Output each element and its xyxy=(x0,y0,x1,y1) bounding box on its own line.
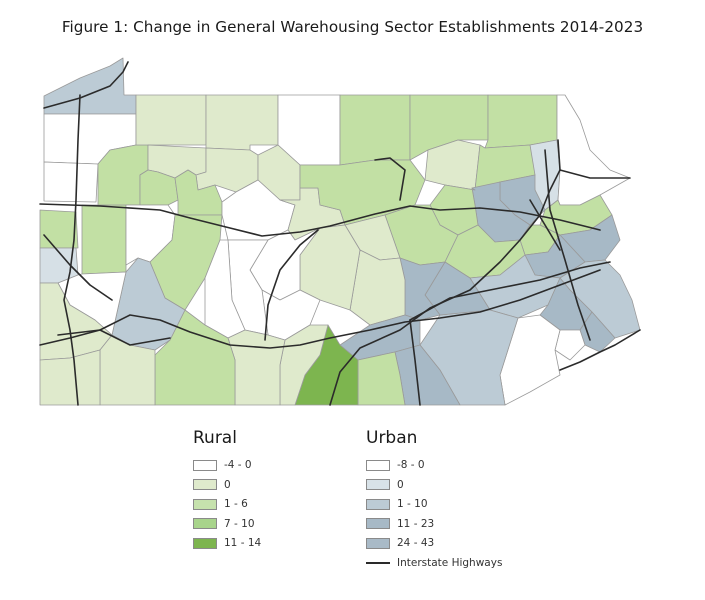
legend-swatch xyxy=(366,479,390,490)
county-delaware xyxy=(554,329,586,361)
legend-label: 0 xyxy=(397,478,404,491)
county-philadelphia xyxy=(579,311,616,353)
county-susquehanna xyxy=(484,94,558,149)
legend-item: 7 - 10 xyxy=(193,515,261,533)
legend-swatch xyxy=(193,498,217,510)
county-perry xyxy=(349,249,406,326)
legend-label: 11 - 23 xyxy=(397,517,435,530)
legend-label: Interstate Highways xyxy=(397,556,503,569)
legend-item: -8 - 0 xyxy=(366,456,502,474)
legend-swatch xyxy=(193,459,217,471)
county-mckean xyxy=(205,94,279,151)
legend-urban-title: Urban xyxy=(366,428,418,448)
legend-rural-title: Rural xyxy=(193,428,237,448)
legend-label: 24 - 43 xyxy=(397,537,435,549)
county-pike xyxy=(556,94,631,206)
legend-swatch xyxy=(366,459,390,471)
legend-urban: Urban -8 - 0 0 1 - 10 11 - 23 24 - 43 In… xyxy=(366,428,502,573)
county-lawrence xyxy=(39,209,79,249)
county-butler xyxy=(81,204,127,275)
legend-swatch xyxy=(366,498,390,510)
legend-label: -8 - 0 xyxy=(397,459,425,471)
legend-swatch xyxy=(366,537,390,549)
legend-highway-item: Interstate Highways xyxy=(366,554,502,572)
highway-line-icon xyxy=(366,561,390,564)
county-warren xyxy=(135,94,207,146)
legend-item: 24 - 43 xyxy=(366,534,502,552)
county-somerset xyxy=(154,309,236,406)
legend-label: 1 - 10 xyxy=(397,498,428,510)
legend-item: 11 - 14 xyxy=(193,534,261,552)
legend-swatch xyxy=(366,518,390,529)
interstate-highways xyxy=(39,61,641,406)
county-greene xyxy=(39,349,101,406)
legend-item: 11 - 23 xyxy=(366,515,502,533)
county-tioga xyxy=(339,94,411,166)
legend-label: 7 - 10 xyxy=(224,517,255,530)
legend-item: -4 - 0 xyxy=(193,456,261,474)
county-erie xyxy=(43,57,137,115)
legend-item: 1 - 6 xyxy=(193,495,261,513)
legend-swatch xyxy=(193,479,217,490)
legend-item: 0 xyxy=(193,476,261,494)
legend-label: 11 - 14 xyxy=(224,537,262,549)
legend-label: 0 xyxy=(224,478,231,491)
legend-rural: Rural -4 - 0 0 1 - 6 7 - 10 11 - 14 xyxy=(193,428,261,554)
legend-label: 1 - 6 xyxy=(224,498,248,510)
county-mercer xyxy=(43,161,99,203)
county-bedford xyxy=(227,329,286,406)
legend-label: -4 - 0 xyxy=(224,459,252,471)
legend-item: 1 - 10 xyxy=(366,495,502,513)
legend-swatch xyxy=(193,537,217,549)
pennsylvania-county-map xyxy=(39,57,641,406)
legend-swatch xyxy=(193,518,217,529)
figure-title: Figure 1: Change in General Warehousing … xyxy=(61,18,644,36)
legend-item: 0 xyxy=(366,476,502,494)
county-elk xyxy=(195,147,259,193)
